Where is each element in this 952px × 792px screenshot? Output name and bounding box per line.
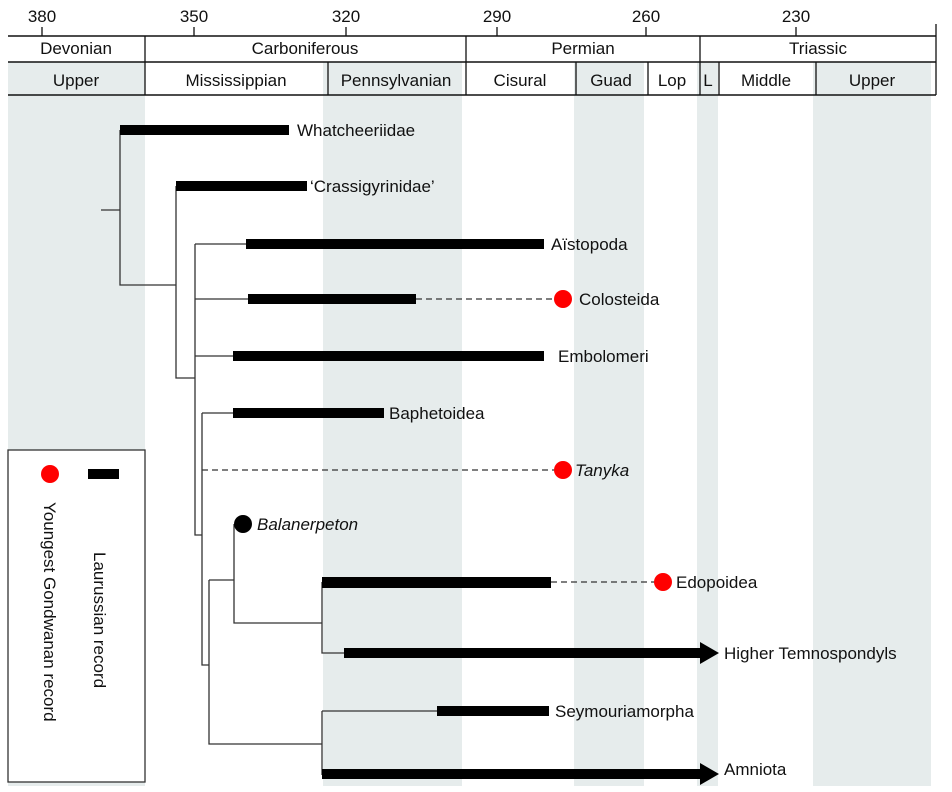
epoch-lower-triassic: L (703, 71, 712, 90)
label-balanerpeton: Balanerpeton (257, 515, 358, 534)
legend-gondwanan-label: Youngest Gondwanan record (40, 502, 59, 722)
label-amniota: Amniota (724, 760, 787, 779)
gondwanan-marker-tanyka (554, 461, 572, 479)
tick-label: 260 (632, 7, 660, 26)
shade-pennsylvanian (323, 62, 462, 786)
legend-laurussian-label: Laurussian record (90, 552, 109, 688)
shade-guadalupian (574, 62, 644, 786)
gondwanan-marker-colosteida (554, 290, 572, 308)
arrow-amniota (322, 763, 719, 785)
balanerpeton-marker (234, 515, 252, 533)
shade-upper-triassic (813, 62, 931, 786)
label-tanyka: Tanyka (575, 461, 629, 480)
arrow-higher-temnospondyls (344, 642, 719, 664)
label-whatcheeriidae: Whatcheeriidae (297, 121, 415, 140)
label-colosteida: Colosteida (579, 290, 660, 309)
shade-lower-triassic (697, 62, 718, 786)
gondwanan-extensions (202, 290, 672, 591)
period-devonian: Devonian (40, 39, 112, 58)
tick-label: 380 (28, 7, 56, 26)
bar-aistopoda (246, 239, 544, 249)
legend: Laurussian record Youngest Gondwanan rec… (7, 449, 146, 783)
bar-whatcheeriidae (120, 125, 289, 135)
tick-label: 350 (180, 7, 208, 26)
epoch-pennsylvanian: Pennsylvanian (341, 71, 452, 90)
tick-label: 320 (332, 7, 360, 26)
epoch-middle-triassic: Middle (741, 71, 791, 90)
shaded-intervals (8, 62, 931, 786)
label-higher-temnospondyls: Higher Temnospondyls (724, 644, 897, 663)
tick-label: 290 (483, 7, 511, 26)
bar-edopoidea (322, 577, 551, 588)
time-axis: 380 350 320 290 260 230 Devonian Carb (8, 7, 937, 96)
epoch-mississippian: Mississippian (185, 71, 286, 90)
bar-crassigyrinidae (176, 181, 307, 191)
label-edopoidea: Edopoidea (676, 573, 758, 592)
period-triassic: Triassic (789, 39, 847, 58)
epoch-lopingian: Lop (658, 71, 686, 90)
epoch-upper-triassic: Upper (849, 71, 896, 90)
label-embolomeri: Embolomeri (558, 347, 649, 366)
legend-gondwanan-marker (41, 465, 59, 483)
tree-branches (101, 130, 437, 775)
bar-baphetoidea (233, 408, 384, 418)
period-carboniferous: Carboniferous (252, 39, 359, 58)
epoch-cisural: Cisural (494, 71, 547, 90)
epoch-upper-devonian: Upper (53, 71, 100, 90)
gondwanan-marker-edopoidea (654, 573, 672, 591)
epoch-guadalupian: Guad (590, 71, 632, 90)
label-crassigyrinidae: ‘Crassigyrinidae’ (310, 177, 435, 196)
label-baphetoidea: Baphetoidea (389, 404, 485, 423)
bar-embolomeri (233, 351, 544, 361)
legend-laurussian-bar (88, 469, 119, 479)
tick-label: 230 (782, 7, 810, 26)
taxon-labels: Whatcheeriidae ‘Crassigyrinidae’ Aïstopo… (257, 121, 897, 779)
bar-colosteida (248, 294, 416, 304)
label-aistopoda: Aïstopoda (551, 235, 628, 254)
period-permian: Permian (551, 39, 614, 58)
range-bars (120, 125, 719, 785)
bar-seymouriamorpha (437, 706, 549, 716)
label-seymouriamorpha: Seymouriamorpha (555, 702, 694, 721)
